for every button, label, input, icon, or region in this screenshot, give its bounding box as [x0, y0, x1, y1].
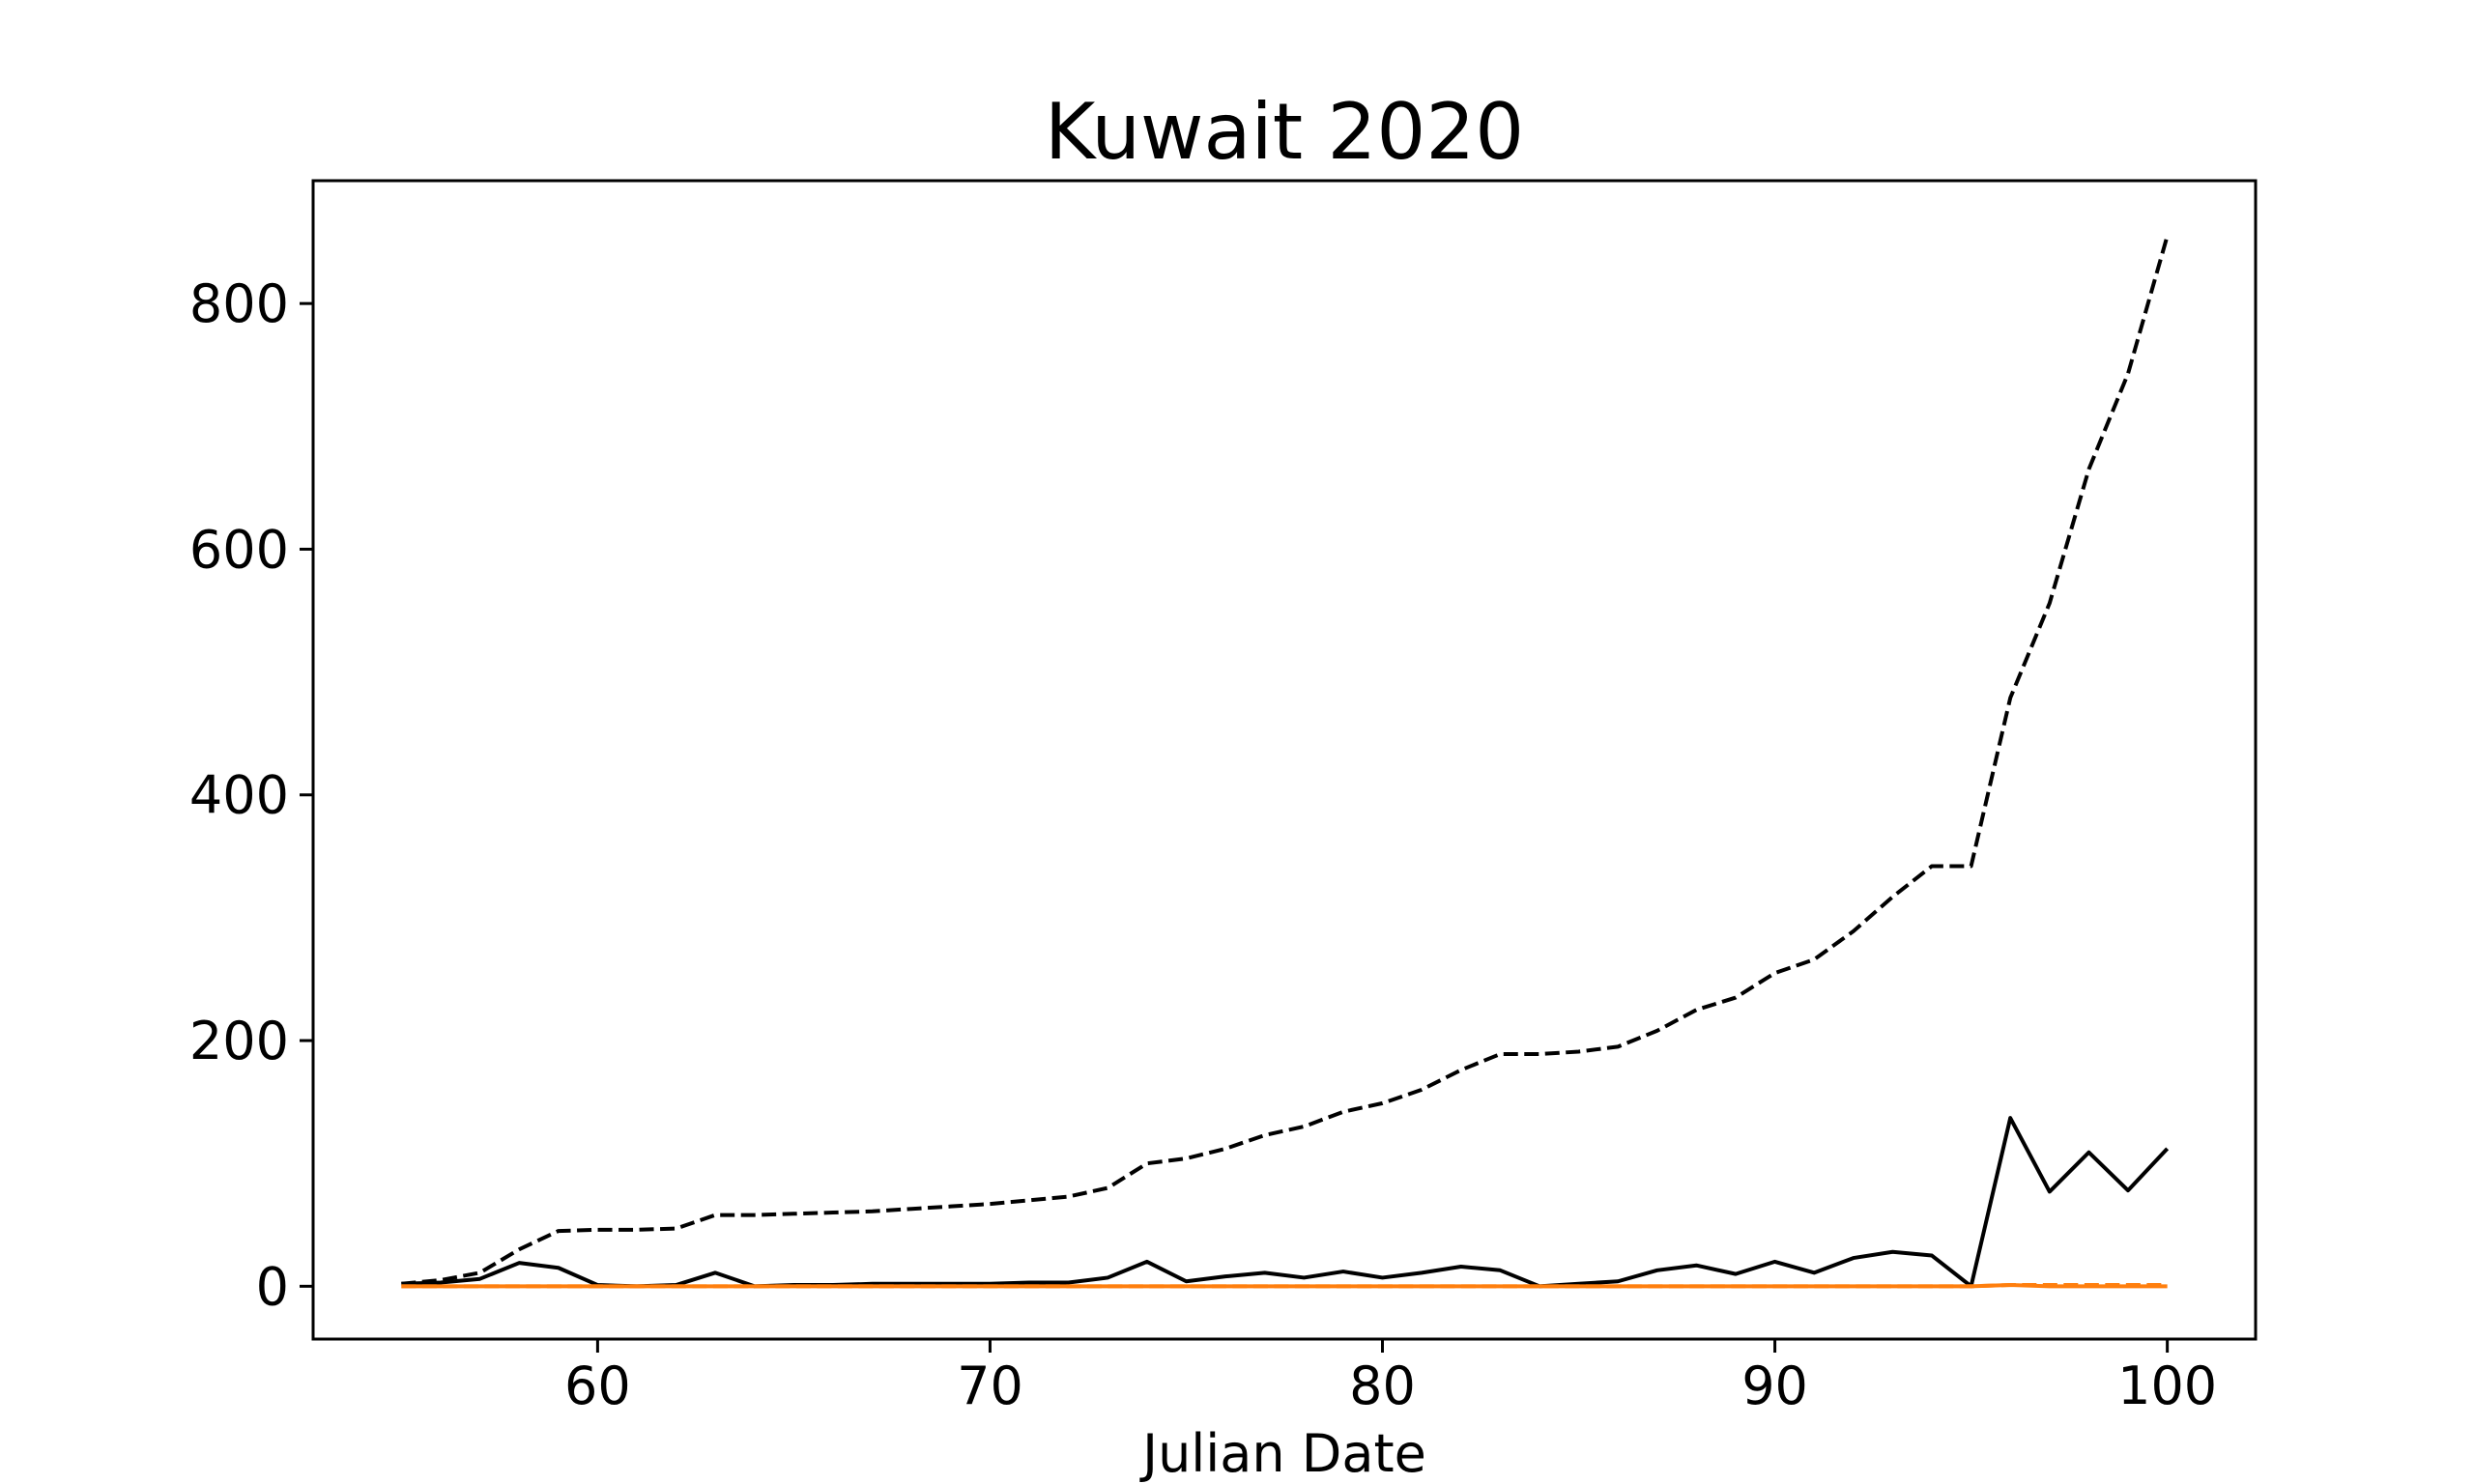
series-line-new-cases [401, 1116, 2170, 1289]
x-axis: 60 70 80 90 100 [564, 1339, 2217, 1416]
series-line-cumulative-cases [401, 235, 2170, 1286]
x-tick-label: 80 [1349, 1356, 1416, 1416]
series-line-new-deaths [401, 1283, 2168, 1289]
y-tick-label: 600 [189, 519, 289, 580]
x-tick-label: 100 [2117, 1356, 2217, 1416]
y-axis: 0 200 400 600 800 [189, 273, 313, 1317]
y-tick-label: 400 [189, 765, 289, 826]
plot-area [401, 235, 2170, 1289]
x-tick-label: 70 [957, 1356, 1023, 1416]
y-tick-label: 800 [189, 273, 289, 334]
chart-title: Kuwait 2020 [1045, 87, 1524, 177]
x-tick-label: 90 [1741, 1356, 1808, 1416]
y-tick-label: 0 [256, 1256, 289, 1317]
y-tick-label: 200 [189, 1011, 289, 1071]
plot-frame [311, 179, 2258, 1341]
x-tick-label: 60 [564, 1356, 631, 1416]
x-axis-label: Julian Date [1139, 1423, 1426, 1484]
